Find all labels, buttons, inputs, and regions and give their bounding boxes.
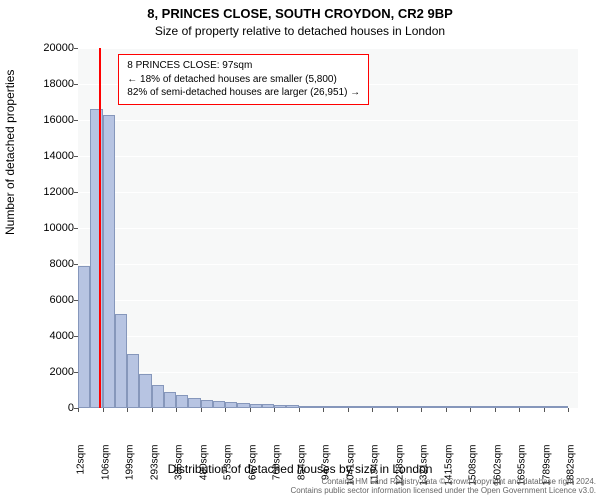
histogram-bar (372, 406, 384, 408)
histogram-bar (176, 395, 188, 408)
histogram-bar (225, 402, 237, 408)
histogram-bar (360, 406, 372, 408)
histogram-bar (421, 406, 433, 408)
histogram-bar (446, 406, 458, 408)
histogram-bar (286, 405, 298, 408)
histogram-bar (237, 403, 249, 408)
y-axis-label: Number of detached properties (3, 70, 17, 235)
histogram-bar (323, 406, 335, 408)
y-tick-label: 18000 (28, 78, 74, 90)
y-tick-label: 6000 (28, 294, 74, 306)
histogram-bar (384, 406, 396, 408)
histogram-bar (103, 115, 115, 408)
footer-attribution: Contains HM Land Registry data © Crown c… (0, 477, 600, 496)
histogram-bar (470, 406, 482, 408)
y-tick-label: 0 (28, 402, 74, 414)
y-tick-label: 8000 (28, 258, 74, 270)
y-tick-label: 14000 (28, 150, 74, 162)
histogram-bar (409, 406, 421, 408)
y-tick-label: 12000 (28, 186, 74, 198)
histogram-bar (78, 266, 90, 408)
histogram-bar (531, 406, 543, 408)
histogram-bar (348, 406, 360, 408)
y-tick-label: 16000 (28, 114, 74, 126)
annotation-line2: ← 18% of detached houses are smaller (5,… (127, 73, 360, 87)
histogram-bar (544, 406, 556, 408)
footer-line1: Contains HM Land Registry data © Crown c… (0, 477, 596, 487)
histogram-bar (335, 406, 347, 408)
histogram-bar (311, 406, 323, 408)
histogram-bar (397, 406, 409, 408)
chart-title-main: 8, PRINCES CLOSE, SOUTH CROYDON, CR2 9BP (0, 6, 600, 21)
histogram-bar (201, 400, 213, 408)
histogram-bar (299, 406, 311, 408)
histogram-bar (152, 385, 164, 408)
histogram-bar (507, 406, 519, 408)
histogram-bar (262, 404, 274, 408)
histogram-bar (188, 398, 200, 408)
plot-area: 8 PRINCES CLOSE: 97sqm ← 18% of detached… (78, 48, 578, 408)
histogram-bar (274, 405, 286, 408)
histogram-bar (458, 406, 470, 408)
annotation-line1: 8 PRINCES CLOSE: 97sqm (127, 59, 360, 73)
y-tick-label: 2000 (28, 366, 74, 378)
chart-title-sub: Size of property relative to detached ho… (0, 24, 600, 38)
footer-line2: Contains public sector information licen… (0, 486, 596, 496)
histogram-bar (482, 406, 494, 408)
histogram-bar (519, 406, 531, 408)
y-tick-label: 10000 (28, 222, 74, 234)
histogram-bar (495, 406, 507, 408)
histogram-bar (139, 374, 151, 408)
property-marker-line (99, 48, 101, 408)
annotation-line3: 82% of semi-detached houses are larger (… (127, 86, 360, 100)
histogram-bar (115, 314, 127, 408)
histogram-bar (250, 404, 262, 408)
histogram-bar (433, 406, 445, 408)
histogram-bar (556, 406, 568, 408)
histogram-bar (213, 401, 225, 408)
annotation-box: 8 PRINCES CLOSE: 97sqm ← 18% of detached… (118, 54, 369, 105)
y-tick-label: 4000 (28, 330, 74, 342)
histogram-bar (164, 392, 176, 408)
histogram-bar (127, 354, 139, 408)
y-tick-label: 20000 (28, 42, 74, 54)
